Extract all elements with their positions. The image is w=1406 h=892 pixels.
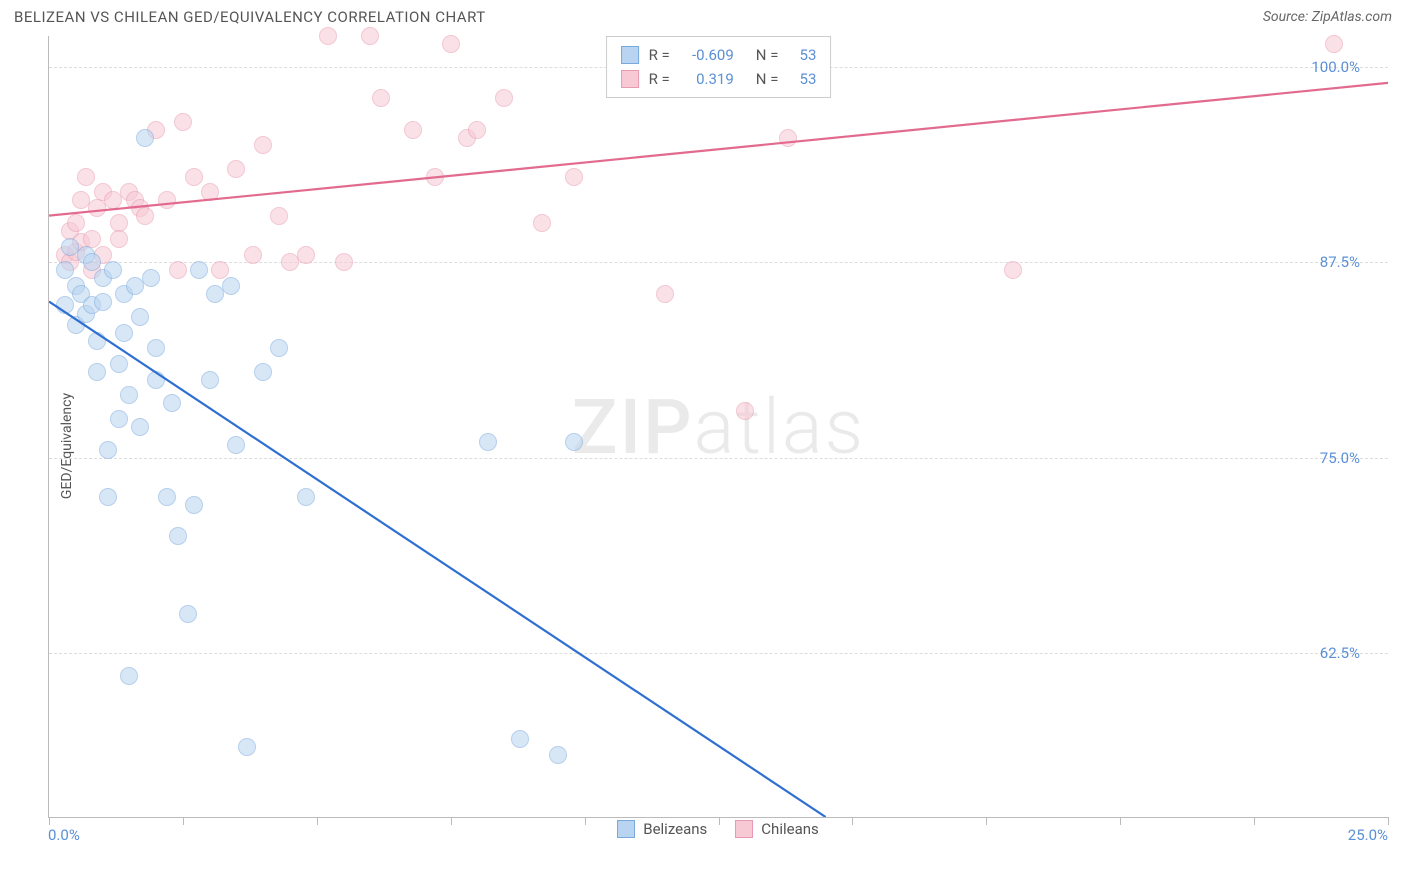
point-chileans <box>319 27 337 45</box>
r-value: 0.319 <box>680 67 734 91</box>
point-chileans <box>779 129 797 147</box>
point-belizeans <box>297 488 315 506</box>
point-chileans <box>1325 35 1343 53</box>
legend-item: Chileans <box>735 820 818 838</box>
x-tick-label: 0.0% <box>48 826 80 844</box>
point-chileans <box>158 191 176 209</box>
point-belizeans <box>115 324 133 342</box>
point-chileans <box>468 121 486 139</box>
point-belizeans <box>56 296 74 314</box>
point-chileans <box>270 207 288 225</box>
point-belizeans <box>238 738 256 756</box>
legend: Belizeans Chileans <box>48 820 1388 838</box>
point-belizeans <box>201 371 219 389</box>
stats-row: R = 0.319 N = 53 <box>621 67 817 91</box>
r-label: R = <box>649 43 670 67</box>
trendlines <box>49 36 1388 817</box>
stats-box: R = -0.609 N = 53 R = 0.319 N = 53 <box>606 36 832 98</box>
blue-swatch-icon <box>621 46 639 64</box>
point-belizeans <box>565 433 583 451</box>
point-chileans <box>297 246 315 264</box>
point-belizeans <box>142 269 160 287</box>
point-belizeans <box>169 527 187 545</box>
y-tick-label: 100.0% <box>1311 58 1360 76</box>
r-label: R = <box>649 67 670 91</box>
point-belizeans <box>131 418 149 436</box>
legend-item: Belizeans <box>617 820 707 838</box>
x-tick <box>1388 817 1389 825</box>
point-belizeans <box>147 339 165 357</box>
point-chileans <box>136 207 154 225</box>
n-label: N = <box>756 67 779 91</box>
x-tick-label: 25.0% <box>1348 826 1388 844</box>
point-chileans <box>495 89 513 107</box>
pink-swatch-icon <box>735 820 753 838</box>
point-belizeans <box>99 488 117 506</box>
y-tick-label: 75.0% <box>1320 449 1360 467</box>
n-value: 53 <box>788 67 816 91</box>
point-belizeans <box>136 129 154 147</box>
point-chileans <box>736 402 754 420</box>
point-belizeans <box>120 667 138 685</box>
point-belizeans <box>222 277 240 295</box>
point-belizeans <box>131 308 149 326</box>
n-label: N = <box>756 43 779 67</box>
point-chileans <box>227 160 245 178</box>
point-belizeans <box>104 261 122 279</box>
gridline <box>49 458 1388 459</box>
point-belizeans <box>120 386 138 404</box>
point-belizeans <box>185 496 203 514</box>
point-chileans <box>77 168 95 186</box>
point-chileans <box>201 183 219 201</box>
blue-swatch-icon <box>617 820 635 838</box>
source-label: Source: ZipAtlas.com <box>1263 9 1392 25</box>
point-chileans <box>1004 261 1022 279</box>
point-chileans <box>254 136 272 154</box>
point-belizeans <box>99 441 117 459</box>
gridline <box>49 653 1388 654</box>
point-chileans <box>361 27 379 45</box>
scatter-chart: ZIPatlas 62.5%75.0%87.5%100.0%R =-0.609N… <box>48 36 1388 818</box>
point-chileans <box>169 261 187 279</box>
point-chileans <box>533 214 551 232</box>
point-belizeans <box>511 730 529 748</box>
point-chileans <box>656 285 674 303</box>
y-tick-label: 87.5% <box>1320 253 1360 271</box>
point-belizeans <box>227 436 245 454</box>
point-chileans <box>67 214 85 232</box>
point-belizeans <box>270 339 288 357</box>
point-belizeans <box>147 371 165 389</box>
page-title: BELIZEAN VS CHILEAN GED/EQUIVALENCY CORR… <box>14 8 486 26</box>
point-chileans <box>565 168 583 186</box>
point-chileans <box>185 168 203 186</box>
point-belizeans <box>94 293 112 311</box>
point-belizeans <box>110 410 128 428</box>
point-belizeans <box>479 433 497 451</box>
point-belizeans <box>179 605 197 623</box>
point-chileans <box>335 253 353 271</box>
point-chileans <box>442 35 460 53</box>
point-belizeans <box>190 261 208 279</box>
point-belizeans <box>254 363 272 381</box>
point-belizeans <box>88 332 106 350</box>
y-tick-label: 62.5% <box>1320 644 1360 662</box>
point-belizeans <box>88 363 106 381</box>
r-value: -0.609 <box>680 43 734 67</box>
point-belizeans <box>163 394 181 412</box>
stats-row: R = -0.609 N = 53 <box>621 43 817 67</box>
point-chileans <box>404 121 422 139</box>
point-chileans <box>244 246 262 264</box>
pink-swatch-icon <box>621 70 639 88</box>
chart-footer: Belizeans Chileans 0.0% 25.0% <box>48 818 1388 858</box>
point-belizeans <box>158 488 176 506</box>
point-belizeans <box>110 355 128 373</box>
point-chileans <box>174 113 192 131</box>
legend-label: Chileans <box>761 820 818 838</box>
point-chileans <box>426 168 444 186</box>
point-chileans <box>110 230 128 248</box>
n-value: 53 <box>788 43 816 67</box>
point-chileans <box>372 89 390 107</box>
legend-label: Belizeans <box>643 820 707 838</box>
point-belizeans <box>549 746 567 764</box>
